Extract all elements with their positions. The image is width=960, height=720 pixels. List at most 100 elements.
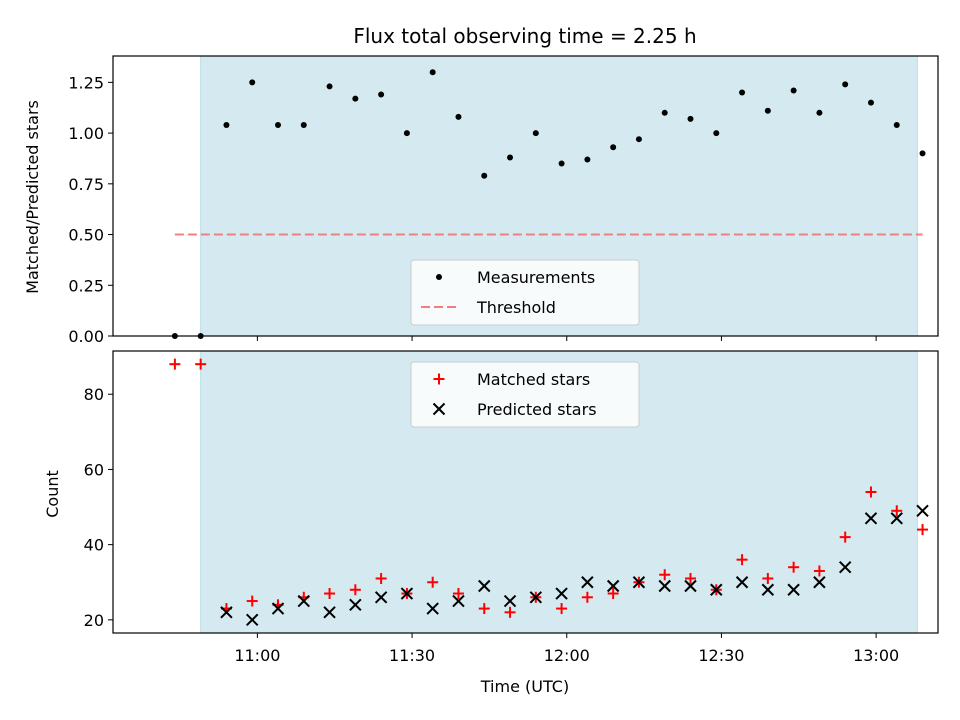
matched-star-point [762,572,774,584]
predicted-star-point [632,576,646,589]
measurement-point [455,113,462,120]
matched-star-point [891,505,903,517]
matched-star-point [246,595,258,607]
legend-label: Threshold [476,298,556,317]
matched-star-point [195,358,207,370]
matched-star-point [427,576,439,588]
matched-star-point [375,572,387,584]
matched-star-point [452,588,464,600]
bottom-y-tick-label: 60 [84,460,104,479]
measurement-point [532,130,539,137]
legend-plus-marker [433,373,445,385]
predicted-star-point [246,613,259,627]
matched-star-point [736,554,748,566]
measurement-point [275,121,281,128]
predicted-star-point [684,579,697,593]
predicted-star-point [787,583,800,596]
x-tick-label: 11:00 [234,646,280,665]
top-y-tick-label: 0.25 [68,276,104,295]
predicted-star-point [503,594,517,608]
predicted-star-point [916,504,929,518]
top-y-tick-label: 1.00 [68,124,104,143]
matched-star-point [169,358,181,370]
measurement-point [739,89,746,96]
matched-star-point [581,591,593,603]
measurement-point [610,144,617,151]
bottom-y-tick-label: 80 [84,385,104,404]
measurement-point [249,79,256,86]
matched-star-point [813,565,825,577]
measurement-point [558,160,565,167]
predicted-star-point [426,602,439,615]
measurement-point [661,109,668,116]
bottom-y-axis-label: Count [43,470,62,518]
top-y-tick-label: 0.00 [68,327,104,346]
matched-star-point [788,561,800,573]
x-tick-label: 12:00 [544,646,590,665]
bottom-plot-frame [112,350,939,634]
x-tick-label: 12:30 [698,646,744,665]
matched-star-point [556,603,568,615]
predicted-star-point [400,587,414,600]
legend-x-marker [432,402,446,416]
x-tick-label: 13:00 [853,646,899,665]
measurement-point [326,83,333,90]
predicted-star-point [529,591,543,604]
matched-star-point [917,524,929,536]
measurement-point [378,91,385,98]
matched-star-point [607,588,619,600]
x-axis-label: Time (UTC) [480,677,569,696]
top-y-tick-label: 0.50 [68,226,104,245]
predicted-star-point [838,560,852,574]
predicted-star-point [323,606,336,619]
predicted-star-point [813,576,826,589]
matched-star-point [865,486,877,498]
matched-star-point [478,603,490,615]
bottom-y-tick-label: 20 [84,611,104,630]
measurement-point [816,109,823,116]
matched-star-point [839,531,851,543]
predicted-star-point [555,587,568,600]
predicted-star-point [271,602,285,615]
measurement-point [352,95,359,102]
predicted-star-point [658,579,671,593]
predicted-star-point [349,598,362,612]
measurement-point [507,154,514,161]
bottom-y-tick-label: 40 [84,536,104,555]
top-legend: Measurements Threshold [410,259,640,326]
predicted-star-point [890,512,903,525]
measurement-point [919,150,926,157]
chart-title: Flux total observing time = 2.25 h [353,24,696,48]
predicted-star-point [735,576,749,589]
matched-star-point [324,588,336,600]
predicted-star-point [710,583,723,596]
predicted-star-point [478,579,491,593]
predicted-star-point [606,579,620,593]
matched-star-point [685,572,696,584]
top-legend-box [410,259,640,326]
measurement-point [713,130,720,137]
bottom-legend-box [410,361,640,428]
predicted-star-point [297,594,310,608]
measurement-point [764,107,771,114]
legend-label: Measurements [477,268,595,287]
legend-label: Matched stars [477,370,590,389]
measurement-point [481,172,488,179]
bottom-legend: Matched stars Predicted stars [410,361,640,428]
top-y-tick-label: 0.75 [68,175,104,194]
legend-label: Predicted stars [477,400,597,419]
predicted-star-point [761,583,775,596]
top-plot-frame [112,55,939,337]
measurement-point [842,81,849,88]
top-y-tick-label: 1.25 [68,73,104,92]
measurement-point [687,115,694,122]
measurement-point [635,136,642,143]
measurement-point [893,121,900,128]
predicted-star-point [220,606,233,619]
measurement-point [790,87,797,94]
measurement-point [584,156,591,163]
legend-dot-marker [436,274,442,280]
x-tick-label: 11:30 [389,646,435,665]
matched-star-point [349,584,361,596]
